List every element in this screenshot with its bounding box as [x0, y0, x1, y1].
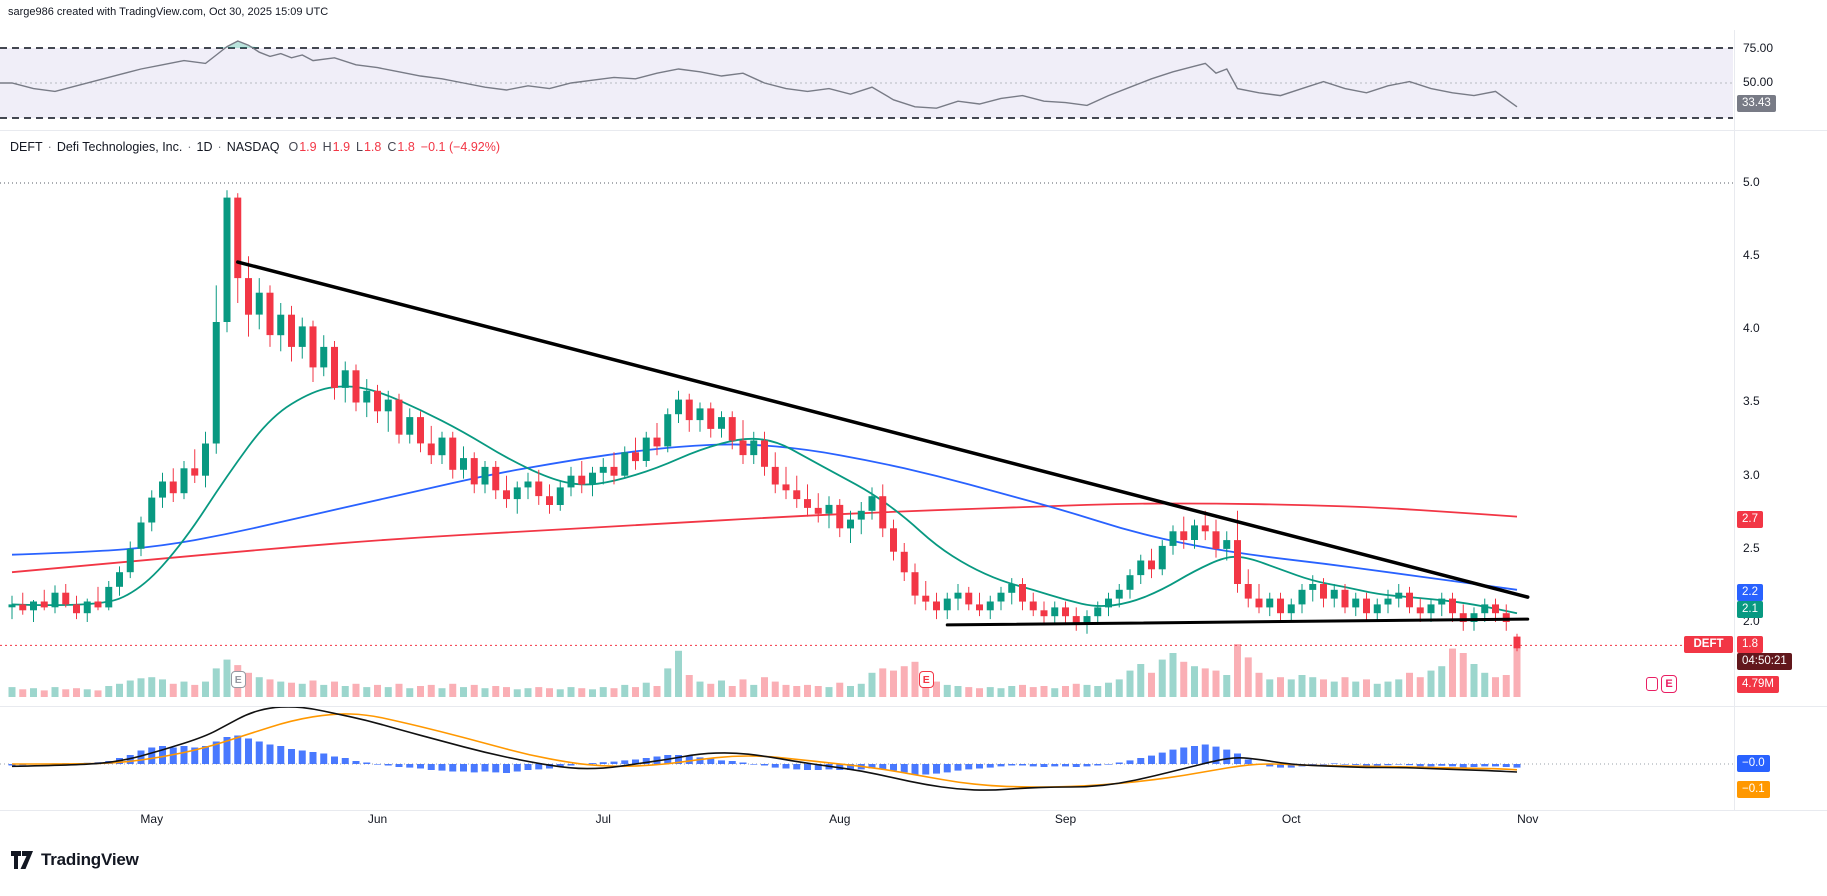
month-label: Oct — [1281, 812, 1301, 826]
month-label: Aug — [829, 812, 851, 826]
earnings-e-icon: E — [1661, 675, 1677, 693]
calendar-icon — [1646, 677, 1658, 691]
candlestick-series[interactable] — [8, 190, 1521, 652]
macd-signal-badge: −0.1 — [1737, 781, 1770, 798]
close-value: 1.8 — [397, 140, 415, 154]
legend-separator: · — [217, 140, 222, 154]
macd-indicator[interactable] — [0, 706, 1733, 791]
earnings-marker[interactable]: E — [230, 671, 246, 688]
rsi-value-badge: 33.43 — [1737, 95, 1776, 112]
ma-mid-price-badge: 2.2 — [1737, 584, 1763, 601]
month-label: Nov — [1517, 812, 1539, 826]
upcoming-earnings-marker[interactable]: E — [1646, 675, 1677, 693]
ma-slow-price-badge: 2.7 — [1737, 511, 1763, 528]
time-axis-border — [0, 810, 1827, 811]
legend-separator: · — [187, 140, 192, 154]
month-label: Sep — [1054, 812, 1077, 826]
low-value: 1.8 — [363, 140, 382, 154]
volume-bars — [8, 644, 1521, 697]
symbol-legend[interactable]: DEFT · Defi Technologies, Inc. · 1D · NA… — [10, 140, 500, 154]
month-label: Jul — [595, 812, 611, 826]
open-value: 1.9 — [299, 140, 317, 154]
last-price-badge: 1.8 — [1737, 636, 1763, 653]
attribution-text: sarge986 created with TradingView.com, O… — [8, 6, 329, 18]
high-value: 1.9 — [332, 140, 351, 154]
high-label: H — [322, 140, 332, 154]
company-name: Defi Technologies, Inc. — [56, 140, 183, 154]
price-scale-label: 3.0 — [1743, 467, 1760, 482]
rsi-upper-band-label: 75.00 — [1743, 41, 1774, 55]
horizontal-support-line[interactable] — [945, 617, 1530, 627]
ma-fast-line[interactable] — [11, 385, 1518, 615]
descending-trendline[interactable] — [236, 260, 1530, 599]
close-label: C — [387, 140, 397, 154]
month-label: May — [140, 812, 164, 826]
price-scale-label: 3.5 — [1743, 394, 1760, 409]
tradingview-logo-text: TradingView — [41, 850, 139, 869]
tradingview-logo[interactable]: TradingView — [10, 850, 139, 870]
price-pane[interactable] — [0, 182, 1733, 697]
price-scale-label: 4.5 — [1743, 248, 1760, 263]
low-label: L — [356, 140, 363, 154]
ma-fast-price-badge: 2.1 — [1737, 601, 1763, 618]
volume-value-badge: 4.79M — [1737, 676, 1779, 693]
symbol-name[interactable]: DEFT — [10, 140, 43, 154]
rsi-indicator[interactable] — [0, 40, 1733, 119]
pane-separator[interactable] — [0, 130, 1827, 131]
rsi-line — [0, 40, 1518, 109]
ohlc-readout: O 1.9 H 1.9 L 1.8 C 1.8 −0.1 (−4.92%) — [288, 140, 500, 154]
symbol-price-label: DEFT — [1684, 636, 1733, 653]
tradingview-logo-icon — [11, 851, 33, 869]
legend-separator: · — [47, 140, 52, 154]
earnings-marker[interactable]: E — [918, 671, 934, 688]
change-value: −0.1 (−4.92%) — [420, 140, 501, 154]
price-scale-label: 2.5 — [1743, 540, 1760, 555]
interval-label[interactable]: 1D — [196, 140, 213, 154]
macd-hist-badge: −0.0 — [1737, 755, 1770, 772]
rsi-middle-band-label: 50.00 — [1743, 75, 1774, 89]
month-label: Jun — [367, 812, 388, 826]
price-scale-label: 5.0 — [1743, 175, 1760, 189]
exchange-label: NASDAQ — [226, 140, 280, 154]
price-scale-label: 4.0 — [1743, 321, 1760, 336]
open-label: O — [288, 140, 299, 154]
ma-slow-line[interactable] — [11, 502, 1518, 574]
ma-mid-line[interactable] — [11, 443, 1518, 591]
bar-countdown-badge: 04:50:21 — [1737, 653, 1792, 670]
pane-separator[interactable] — [0, 706, 1827, 707]
price-axis-border — [1734, 30, 1735, 810]
macd-histogram — [8, 735, 1521, 775]
